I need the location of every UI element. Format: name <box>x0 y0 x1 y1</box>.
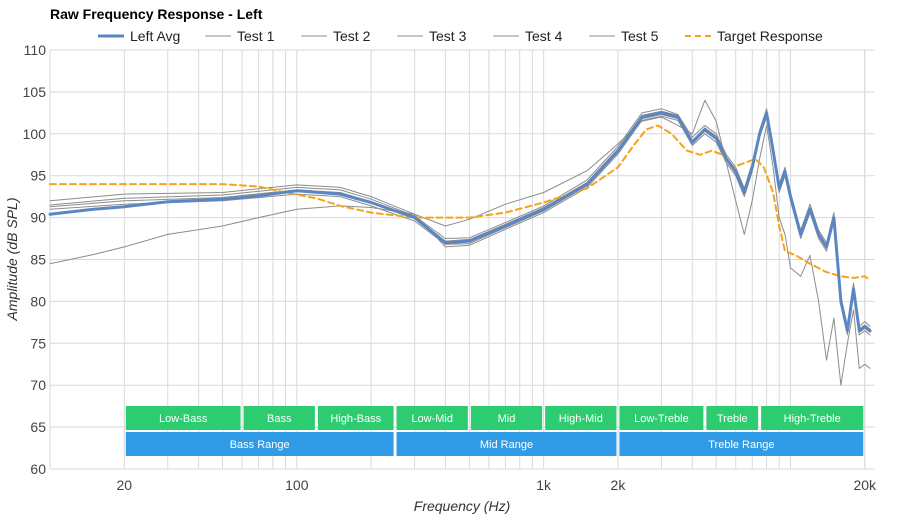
x-tick-label: 2k <box>611 477 627 493</box>
range-label: Treble Range <box>708 439 774 451</box>
series-line-test-4 <box>49 110 871 330</box>
legend-label: Left Avg <box>130 28 180 44</box>
band-label: Mid <box>498 413 516 425</box>
band-block <box>317 406 394 430</box>
y-tick-label: 110 <box>24 42 47 58</box>
band-label: High-Bass <box>330 413 381 425</box>
band-label: Low-Treble <box>634 413 689 425</box>
band-block <box>396 406 468 430</box>
y-tick-label: 105 <box>23 84 47 100</box>
band-label: Low-Mid <box>411 413 453 425</box>
series-lines <box>48 99 872 386</box>
range-block <box>396 432 617 456</box>
band-block <box>706 406 759 430</box>
series-line-test-2 <box>49 115 871 336</box>
band-block <box>470 406 543 430</box>
legend: Left Avg Test 1 Test 2 Test 3 Test 4 Test 5 Ta… <box>98 28 823 44</box>
band-label: Low-Bass <box>159 413 208 425</box>
y-tick-label: 100 <box>23 126 47 142</box>
chart-title: Raw Frequency Response - Left <box>50 6 263 22</box>
y-tick-label: 90 <box>30 210 46 226</box>
y-axis-ticks: 60 65 70 75 80 85 90 95 100 105 110 <box>23 42 47 477</box>
band-label: High-Treble <box>784 413 841 425</box>
x-tick-label: 20k <box>853 477 877 493</box>
y-tick-label: 85 <box>30 252 46 268</box>
series-line-left-avg <box>48 111 872 333</box>
band-block <box>125 406 241 430</box>
y-tick-label: 70 <box>30 377 46 393</box>
band-label: High-Mid <box>559 413 603 425</box>
legend-label: Test 5 <box>621 28 659 44</box>
y-tick-label: 65 <box>30 419 46 435</box>
range-label: Bass Range <box>230 439 290 451</box>
y-axis-label: Amplitude (dB SPL) <box>4 198 20 322</box>
x-tick-label: 1k <box>536 477 552 493</box>
frequency-bands: Low-Bass Bass High-Bass Low-Mid Mid High-Mid L… <box>125 406 864 456</box>
band-block <box>761 406 864 430</box>
x-axis-ticks: 20 100 1k 2k 20k <box>117 477 878 493</box>
range-block <box>619 432 864 456</box>
band-label: Treble <box>717 413 748 425</box>
legend-label: Test 3 <box>429 28 467 44</box>
band-label: Bass <box>267 413 292 425</box>
y-tick-label: 60 <box>30 461 46 477</box>
legend-label: Test 4 <box>525 28 563 44</box>
legend-label: Test 1 <box>237 28 275 44</box>
band-block <box>545 406 617 430</box>
y-tick-label: 95 <box>30 168 46 184</box>
legend-label: Test 2 <box>333 28 371 44</box>
range-block <box>125 432 394 456</box>
x-tick-label: 100 <box>285 477 309 493</box>
x-tick-label: 20 <box>117 477 133 493</box>
y-tick-label: 80 <box>30 293 46 309</box>
y-tick-label: 75 <box>30 335 46 351</box>
band-block <box>619 406 704 430</box>
legend-label: Target Response <box>717 28 823 44</box>
x-axis-label: Frequency (Hz) <box>414 498 510 514</box>
range-label: Mid Range <box>480 439 533 451</box>
band-block <box>243 406 315 430</box>
